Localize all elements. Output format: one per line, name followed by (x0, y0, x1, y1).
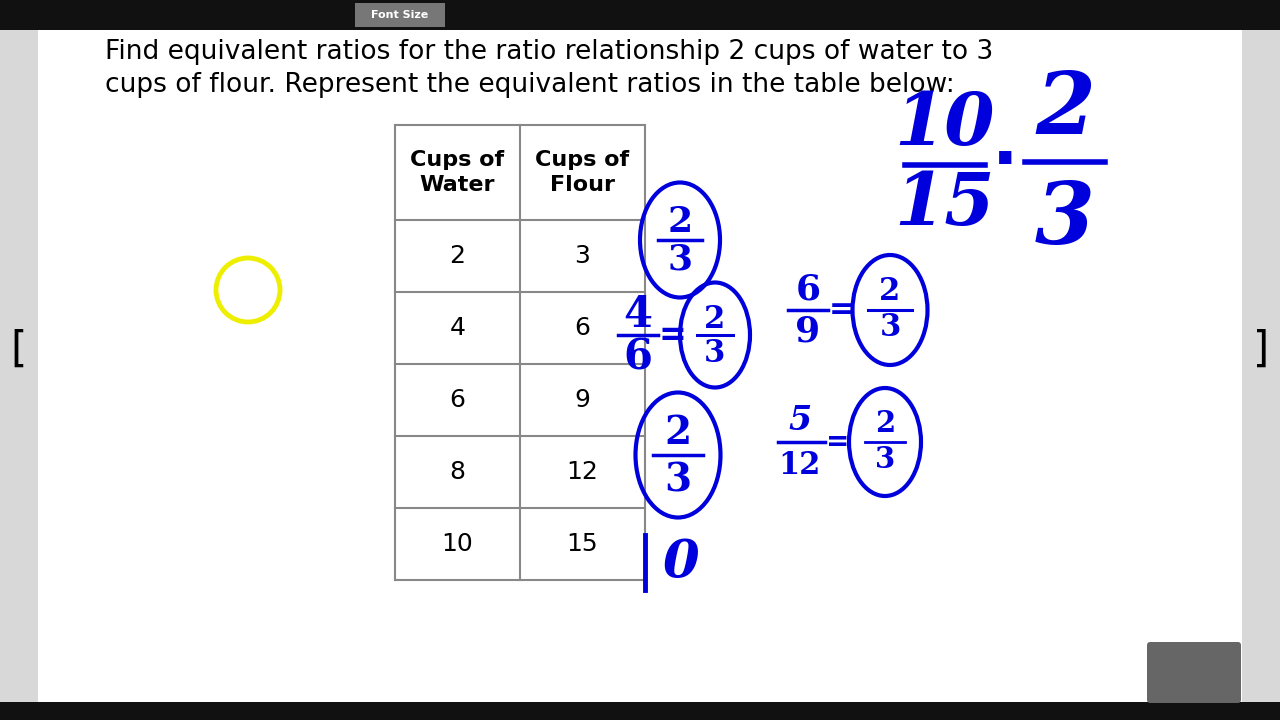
FancyBboxPatch shape (1242, 30, 1280, 702)
Text: 0: 0 (662, 536, 699, 588)
Text: 2: 2 (704, 304, 726, 335)
Text: 10: 10 (895, 89, 996, 161)
Text: =: = (829, 295, 855, 325)
Text: [: [ (10, 329, 27, 371)
Text: 6: 6 (623, 336, 653, 378)
FancyBboxPatch shape (355, 3, 445, 27)
FancyBboxPatch shape (0, 702, 1280, 720)
Text: 5: 5 (788, 403, 812, 436)
Text: cups of flour. Represent the equivalent ratios in the table below:: cups of flour. Represent the equivalent … (105, 72, 955, 98)
Text: 3: 3 (1036, 179, 1094, 262)
Text: 2: 2 (449, 244, 466, 268)
Text: ]: ] (1253, 329, 1270, 371)
Text: 3: 3 (874, 446, 895, 474)
Text: 3: 3 (667, 243, 692, 277)
Text: 2: 2 (664, 414, 691, 452)
Text: 4: 4 (623, 294, 653, 336)
Text: 6: 6 (449, 388, 466, 412)
Text: 9: 9 (795, 315, 820, 349)
Text: 9: 9 (575, 388, 590, 412)
Text: 15: 15 (895, 169, 996, 240)
Text: 10: 10 (442, 532, 474, 556)
Text: 3: 3 (879, 312, 901, 343)
FancyBboxPatch shape (396, 125, 645, 580)
Text: 6: 6 (795, 273, 820, 307)
Text: Font Size: Font Size (371, 10, 429, 20)
Text: 2: 2 (879, 276, 901, 307)
Text: 2: 2 (1036, 68, 1094, 152)
Text: Cups of
Water: Cups of Water (411, 150, 504, 195)
Text: 12: 12 (567, 460, 599, 484)
Text: 3: 3 (575, 244, 590, 268)
Text: 2: 2 (667, 205, 692, 239)
Text: 12: 12 (778, 449, 822, 480)
Text: =: = (827, 428, 850, 456)
Text: Cups of
Flour: Cups of Flour (535, 150, 630, 195)
Text: 6: 6 (575, 316, 590, 340)
Text: 3: 3 (704, 338, 726, 369)
Text: =: = (658, 318, 686, 351)
FancyBboxPatch shape (0, 30, 38, 702)
Text: 4: 4 (449, 316, 466, 340)
FancyBboxPatch shape (0, 0, 1280, 30)
Text: 8: 8 (449, 460, 466, 484)
FancyBboxPatch shape (1147, 642, 1242, 703)
Text: ·: · (992, 128, 1019, 196)
Text: 2: 2 (874, 410, 895, 438)
Text: Find equivalent ratios for the ratio relationship 2 cups of water to 3: Find equivalent ratios for the ratio rel… (105, 39, 993, 65)
Text: 3: 3 (664, 461, 691, 499)
Text: 15: 15 (567, 532, 598, 556)
